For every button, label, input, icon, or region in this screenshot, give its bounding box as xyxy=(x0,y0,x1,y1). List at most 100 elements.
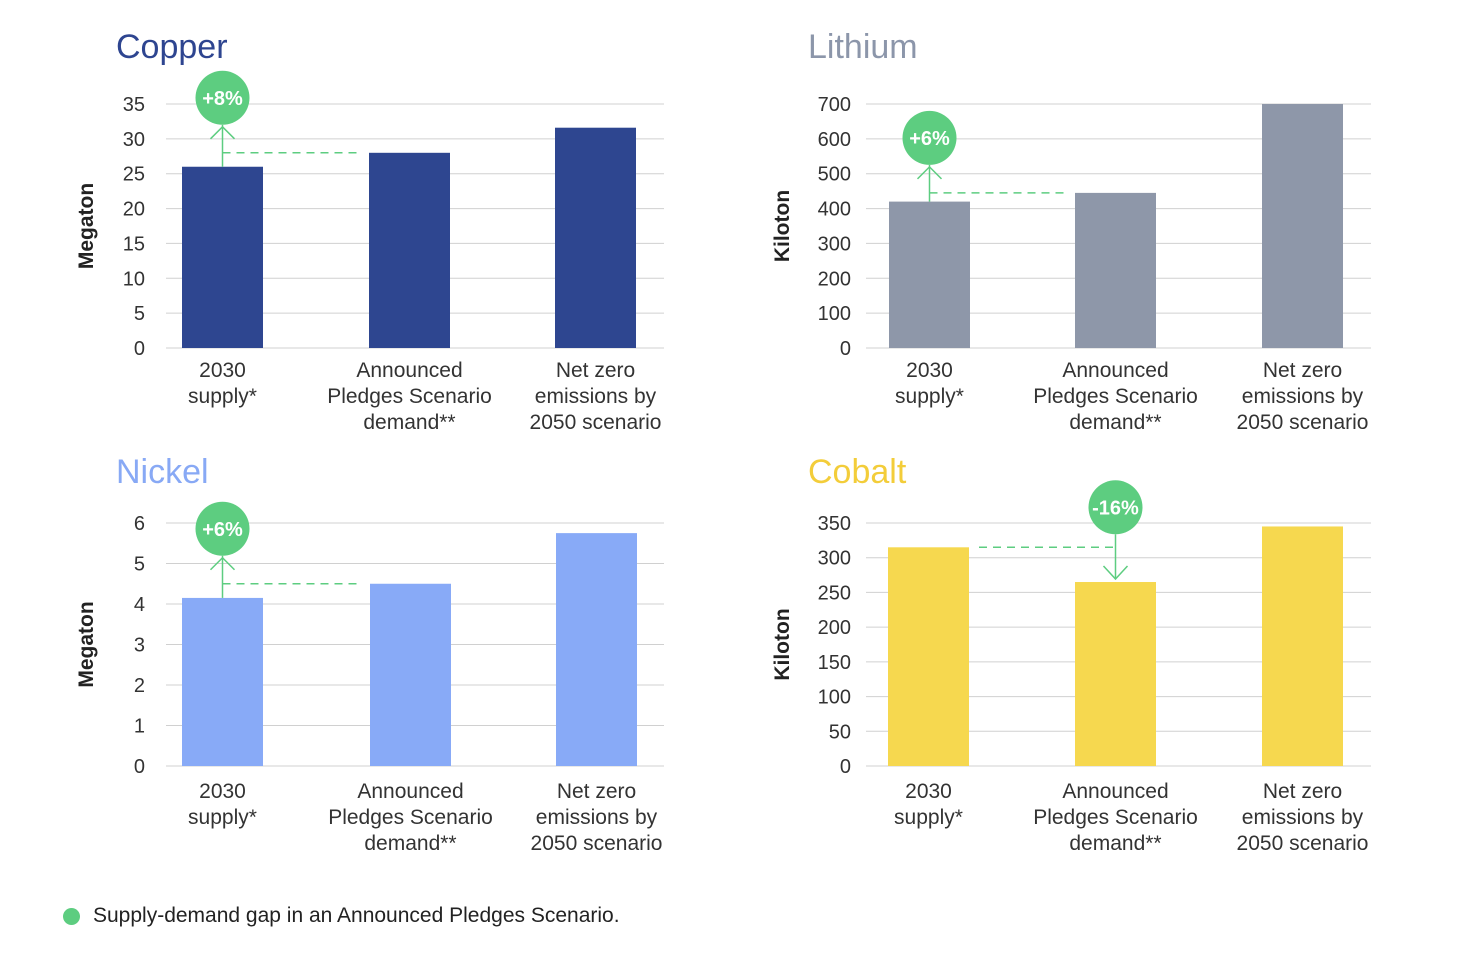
x-tick-label: 2050 scenario xyxy=(1237,411,1369,434)
y-tick-label: 35 xyxy=(123,94,145,116)
chart-lithium: Lithium 0 100 200 300 400 500 600 700 Kiloton 2030… xyxy=(771,28,1371,434)
y-tick-label: 0 xyxy=(840,338,851,360)
x-tick-label: Announced xyxy=(357,780,463,803)
y-tick-label: 5 xyxy=(134,554,145,576)
legend-label: Supply-demand gap in an Announced Pledge… xyxy=(93,904,620,927)
gap-badge-label: +6% xyxy=(202,519,243,541)
bar xyxy=(888,547,969,766)
x-tick-label: 2050 scenario xyxy=(1237,832,1369,855)
y-tick-label: 300 xyxy=(818,548,851,570)
bar xyxy=(889,201,970,348)
x-tick-label: 2030 xyxy=(199,359,246,382)
y-tick-label: 4 xyxy=(134,594,145,616)
y-tick-label: 100 xyxy=(818,687,851,709)
chart-nickel: Nickel 0 1 2 3 4 5 6 Megaton 2030 supply* Announced… xyxy=(75,453,664,855)
y-axis-label: Megaton xyxy=(75,183,98,269)
chart-title: Copper xyxy=(116,28,228,66)
x-tick-label: supply* xyxy=(188,806,257,829)
x-tick-label: Announced xyxy=(356,359,462,382)
bar xyxy=(1262,526,1343,766)
legend: Supply-demand gap in an Announced Pledge… xyxy=(63,904,620,928)
y-tick-label: 15 xyxy=(123,233,145,255)
x-tick-label: Net zero xyxy=(1263,780,1342,803)
bar xyxy=(556,533,637,766)
gap-badge-label: -16% xyxy=(1092,497,1139,519)
y-tick-label: 150 xyxy=(818,652,851,674)
y-axis-label: Kiloton xyxy=(771,190,794,262)
chart-title: Nickel xyxy=(116,453,209,491)
x-tick-label: supply* xyxy=(895,385,964,408)
x-tick-label: 2030 xyxy=(199,780,246,803)
x-tick-label: 2050 scenario xyxy=(530,411,662,434)
y-tick-label: 200 xyxy=(818,268,851,290)
y-axis-label: Kiloton xyxy=(771,608,794,680)
y-tick-label: 3 xyxy=(134,635,145,657)
y-tick-label: 500 xyxy=(818,164,851,186)
x-tick-label: emissions by xyxy=(1242,385,1364,408)
x-tick-label: Announced xyxy=(1062,780,1168,803)
y-tick-label: 200 xyxy=(818,617,851,639)
x-tick-label: 2030 xyxy=(905,780,952,803)
y-tick-label: 1 xyxy=(134,716,145,738)
y-tick-label: 400 xyxy=(818,199,851,221)
y-tick-label: 25 xyxy=(123,164,145,186)
chart-title: Lithium xyxy=(808,28,918,66)
x-tick-label: Net zero xyxy=(557,780,636,803)
x-tick-label: supply* xyxy=(188,385,257,408)
bar xyxy=(182,166,263,348)
gap-badge xyxy=(1088,480,1143,535)
gap-badge xyxy=(195,70,250,125)
gap-badge xyxy=(902,110,957,165)
x-tick-label: 2050 scenario xyxy=(531,832,663,855)
x-tick-label: Net zero xyxy=(556,359,635,382)
y-tick-label: 6 xyxy=(134,513,145,535)
gap-badge-label: +8% xyxy=(202,88,243,110)
gap-arrow-head-icon xyxy=(916,165,943,180)
y-tick-label: 20 xyxy=(123,199,145,221)
x-tick-label: demand** xyxy=(1069,411,1161,434)
x-tick-label: demand** xyxy=(1069,832,1161,855)
y-tick-label: 100 xyxy=(818,303,851,325)
y-tick-label: 300 xyxy=(818,233,851,255)
x-tick-label: emissions by xyxy=(536,806,658,829)
x-tick-label: Pledges Scenario xyxy=(327,385,492,408)
y-tick-label: 5 xyxy=(134,303,145,325)
gap-badge xyxy=(195,501,250,556)
bar xyxy=(1075,192,1156,348)
y-tick-label: 0 xyxy=(840,756,851,778)
x-tick-label: supply* xyxy=(894,806,963,829)
bar xyxy=(1075,582,1156,766)
y-tick-label: 50 xyxy=(829,721,851,743)
bar xyxy=(182,597,263,766)
gap-arrow-head-icon xyxy=(209,125,236,140)
bar xyxy=(369,152,450,348)
y-tick-label: 2 xyxy=(134,675,145,697)
y-tick-label: 350 xyxy=(818,513,851,535)
x-tick-label: 2030 xyxy=(906,359,953,382)
x-tick-label: demand** xyxy=(363,411,455,434)
y-tick-label: 600 xyxy=(818,129,851,151)
y-tick-label: 0 xyxy=(134,338,145,360)
gap-arrow-head-icon xyxy=(1102,565,1129,581)
x-tick-label: Pledges Scenario xyxy=(328,806,493,829)
y-tick-label: 0 xyxy=(134,756,145,778)
chart-cobalt: Cobalt 0 50 100 150 200 250 300 350 Kiloton 2030 su… xyxy=(771,453,1371,855)
x-tick-label: Announced xyxy=(1062,359,1168,382)
bar xyxy=(555,127,636,349)
y-tick-label: 30 xyxy=(123,129,145,151)
y-tick-label: 10 xyxy=(123,268,145,290)
legend-dot-icon xyxy=(63,907,80,925)
x-tick-label: demand** xyxy=(364,832,456,855)
y-tick-label: 700 xyxy=(818,94,851,116)
gap-arrow-head-icon xyxy=(209,556,236,571)
y-tick-label: 250 xyxy=(818,582,851,604)
gap-badge-label: +6% xyxy=(909,128,950,150)
bar xyxy=(370,583,451,766)
chart-title: Cobalt xyxy=(808,453,907,491)
x-tick-label: emissions by xyxy=(1242,806,1364,829)
x-tick-label: Net zero xyxy=(1263,359,1342,382)
x-tick-label: emissions by xyxy=(535,385,657,408)
y-axis-label: Megaton xyxy=(75,601,98,687)
chart-copper: Copper 0 5 10 15 20 25 30 35 Megaton 2030 supply* An… xyxy=(75,28,664,434)
